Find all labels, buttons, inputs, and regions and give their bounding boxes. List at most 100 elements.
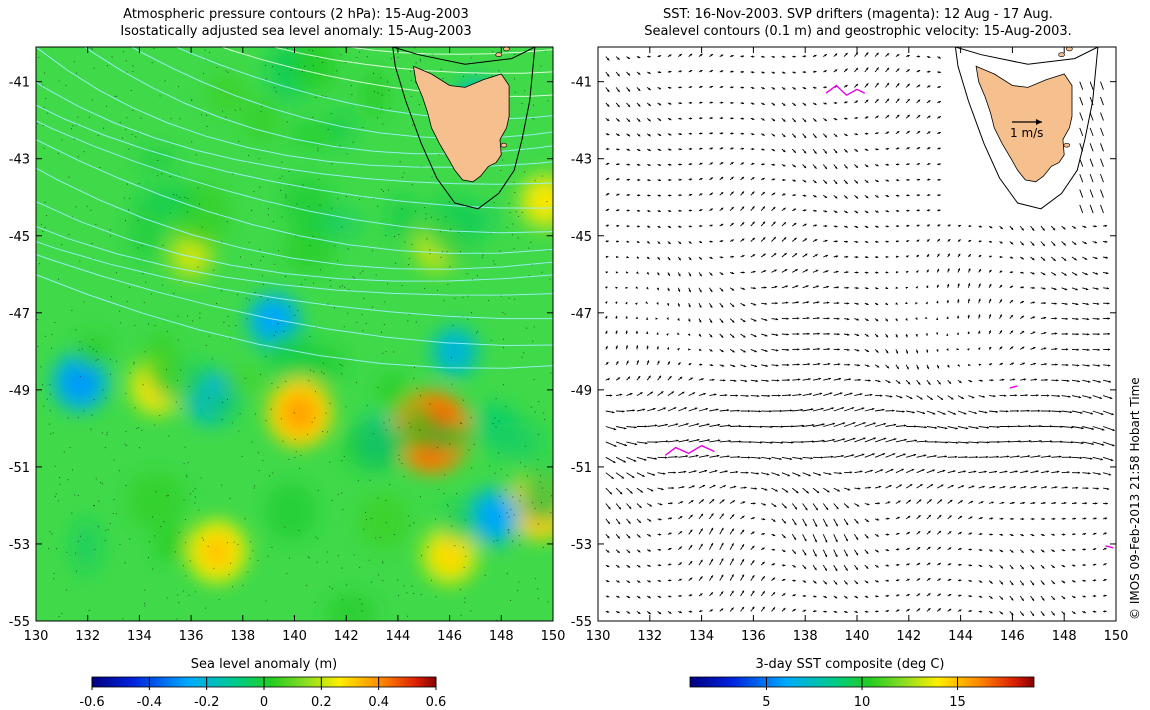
- velocity-arrowhead: [827, 490, 830, 493]
- velocity-arrowhead: [733, 485, 737, 488]
- velocity-arrowhead: [762, 178, 765, 181]
- velocity-arrowhead: [866, 132, 869, 135]
- velocity-arrowhead: [732, 500, 735, 503]
- velocity-arrowhead: [796, 490, 799, 494]
- data-dot: [316, 56, 318, 58]
- data-dot: [103, 127, 105, 129]
- velocity-arrowhead: [925, 333, 929, 336]
- velocity-arrowhead: [969, 609, 972, 613]
- velocity-arrowhead: [816, 490, 820, 493]
- velocity-arrowhead: [731, 255, 734, 258]
- data-dot: [499, 495, 501, 497]
- data-dot: [345, 406, 347, 408]
- data-dot: [513, 514, 515, 516]
- velocity-arrowhead: [786, 333, 789, 336]
- data-dot: [288, 458, 290, 460]
- velocity-arrowhead: [932, 469, 935, 472]
- velocity-arrowhead: [1107, 302, 1110, 305]
- data-dot: [129, 198, 131, 200]
- data-dot: [187, 198, 189, 200]
- data-dot: [142, 384, 144, 386]
- velocity-arrowhead: [700, 178, 703, 181]
- data-dot: [537, 523, 539, 525]
- data-dot: [326, 561, 328, 563]
- data-dot: [385, 500, 387, 502]
- velocity-arrowhead: [901, 468, 904, 471]
- data-dot: [184, 196, 186, 198]
- velocity-arrowhead: [1050, 425, 1053, 428]
- velocity-arrowhead: [806, 490, 809, 494]
- velocity-arrowhead: [710, 177, 713, 180]
- data-dot: [188, 594, 190, 596]
- data-dot: [166, 495, 168, 497]
- velocity-arrowhead: [928, 178, 931, 181]
- velocity-arrowhead: [876, 610, 879, 613]
- velocity-arrowhead: [958, 253, 961, 257]
- velocity-arrowhead: [741, 607, 744, 610]
- velocity-arrowhead: [754, 364, 758, 368]
- data-dot: [327, 303, 329, 305]
- velocity-arrowhead: [741, 559, 744, 562]
- velocity-arrowhead: [1073, 595, 1076, 598]
- velocity-arrowhead: [917, 99, 921, 102]
- velocity-arrowhead: [997, 425, 1000, 429]
- velocity-arrowhead: [686, 439, 689, 442]
- data-dot: [305, 584, 307, 586]
- velocity-arrowhead: [938, 178, 941, 181]
- data-dot: [514, 91, 516, 93]
- data-dot: [387, 189, 389, 191]
- velocity-arrowhead: [1063, 533, 1066, 536]
- data-dot: [341, 226, 343, 228]
- velocity-arrowhead: [627, 209, 630, 212]
- velocity-arrowhead: [814, 86, 817, 89]
- data-dot: [398, 454, 400, 456]
- data-dot: [226, 542, 228, 544]
- velocity-arrowhead: [654, 457, 657, 460]
- data-dot: [449, 266, 451, 268]
- data-dot: [109, 235, 111, 237]
- velocity-arrowhead: [787, 378, 790, 382]
- data-dot: [494, 472, 496, 474]
- data-dot: [128, 148, 130, 150]
- velocity-arrowhead: [782, 103, 786, 106]
- velocity-arrowhead: [1055, 347, 1058, 351]
- data-dot: [157, 175, 159, 177]
- velocity-arrowhead: [837, 317, 840, 320]
- velocity-arrowhead: [977, 347, 981, 350]
- data-dot: [40, 223, 42, 225]
- velocity-arrowhead: [720, 335, 724, 338]
- velocity-arrowhead: [779, 409, 783, 413]
- velocity-arrowhead: [615, 286, 618, 290]
- velocity-arrowhead: [845, 568, 848, 571]
- velocity-arrowhead: [896, 209, 900, 213]
- velocity-arrowhead: [928, 194, 931, 197]
- velocity-arrowhead: [917, 84, 921, 87]
- data-dot: [382, 123, 384, 125]
- velocity-arrowhead: [804, 523, 807, 527]
- data-dot: [143, 602, 145, 604]
- velocity-arrowhead: [855, 181, 858, 184]
- velocity-arrowhead: [793, 164, 796, 168]
- velocity-arrowhead: [1057, 394, 1060, 398]
- data-dot: [550, 512, 552, 514]
- velocity-arrowhead: [991, 379, 994, 382]
- velocity-arrowhead: [886, 82, 889, 86]
- velocity-arrowhead: [907, 382, 911, 385]
- velocity-arrowhead: [783, 564, 786, 567]
- data-dot: [442, 251, 444, 253]
- velocity-arrowhead: [978, 298, 981, 301]
- data-dot: [91, 414, 93, 416]
- data-dot: [227, 316, 229, 318]
- velocity-arrowhead: [915, 317, 918, 320]
- data-dot: [247, 571, 249, 573]
- velocity-arrowhead: [914, 439, 917, 442]
- velocity-arrowhead: [700, 224, 703, 228]
- velocity-arrowhead: [928, 546, 931, 550]
- small-island: [495, 52, 503, 58]
- velocity-arrowhead: [720, 162, 724, 165]
- data-dot: [304, 279, 306, 281]
- velocity-arrowhead: [1036, 394, 1039, 397]
- data-dot: [133, 363, 135, 365]
- velocity-arrowhead: [668, 225, 671, 228]
